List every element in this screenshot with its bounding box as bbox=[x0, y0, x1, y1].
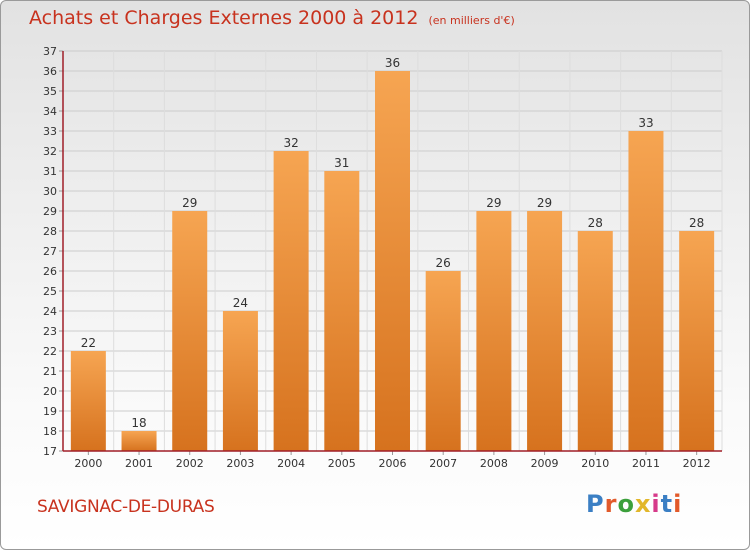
logo-letter: i bbox=[651, 490, 661, 518]
value-label: 18 bbox=[131, 416, 146, 430]
logo-letter: i bbox=[673, 490, 683, 518]
y-tick-label: 24 bbox=[43, 305, 57, 318]
x-tick-label: 2011 bbox=[632, 457, 660, 470]
chart-title-block: Achats et Charges Externes 2000 à 2012 (e… bbox=[29, 7, 515, 29]
value-label: 29 bbox=[537, 196, 552, 210]
value-label: 28 bbox=[588, 216, 603, 230]
value-label: 33 bbox=[638, 116, 653, 130]
value-label: 22 bbox=[81, 336, 96, 350]
y-tick-label: 32 bbox=[43, 145, 57, 158]
location-label: SAVIGNAC-DE-DURAS bbox=[37, 497, 215, 517]
logo-letter: x bbox=[634, 490, 652, 518]
y-tick-label: 33 bbox=[43, 125, 57, 138]
bar-2005 bbox=[324, 171, 360, 451]
y-tick-label: 28 bbox=[43, 225, 57, 238]
y-tick-label: 35 bbox=[43, 85, 57, 98]
y-tick-label: 25 bbox=[43, 285, 57, 298]
value-label: 31 bbox=[334, 156, 349, 170]
y-tick-label: 31 bbox=[43, 165, 57, 178]
x-tick-label: 2008 bbox=[480, 457, 508, 470]
bar-2007 bbox=[425, 271, 461, 451]
bar-2001 bbox=[121, 431, 157, 451]
bar-2012 bbox=[679, 231, 715, 451]
value-label: 29 bbox=[486, 196, 501, 210]
value-label: 26 bbox=[436, 256, 451, 270]
axis-layer: 17 18 19 20 21 22 23 24 25 26 27 28 29 30 31 32 33 34 35 36… bbox=[43, 45, 722, 470]
x-tick-label: 2009 bbox=[531, 457, 559, 470]
y-tick-label: 26 bbox=[43, 265, 57, 278]
y-tick-label: 29 bbox=[43, 205, 57, 218]
bar-2003 bbox=[222, 311, 258, 451]
bar-2006 bbox=[375, 71, 410, 451]
y-tick-label: 37 bbox=[43, 45, 57, 58]
x-tick-label: 2005 bbox=[328, 457, 356, 470]
y-tick-label: 23 bbox=[43, 325, 57, 338]
x-tick-label: 2002 bbox=[176, 457, 204, 470]
y-tick-label: 20 bbox=[43, 385, 57, 398]
proxiti-logo: Proxiti bbox=[586, 490, 682, 518]
value-label: 36 bbox=[385, 56, 400, 70]
x-tick-label: 2006 bbox=[379, 457, 407, 470]
x-tick-label: 2003 bbox=[226, 457, 254, 470]
value-label: 28 bbox=[689, 216, 704, 230]
logo-letter: P bbox=[586, 490, 605, 518]
x-tick-label: 2007 bbox=[429, 457, 457, 470]
chart-title: Achats et Charges Externes 2000 à 2012 bbox=[29, 7, 419, 29]
bar-2011 bbox=[628, 131, 664, 451]
y-tick-label: 34 bbox=[43, 105, 57, 118]
bar-2009 bbox=[527, 211, 563, 451]
chart-subtitle: (en milliers d'€) bbox=[428, 14, 515, 27]
bar-2000 bbox=[70, 351, 106, 451]
y-tick-label: 18 bbox=[43, 425, 57, 438]
bar-2004 bbox=[273, 151, 309, 451]
y-tick-label: 19 bbox=[43, 405, 57, 418]
value-label: 24 bbox=[233, 296, 248, 310]
value-label: 29 bbox=[182, 196, 197, 210]
logo-letter: r bbox=[604, 490, 618, 518]
x-tick-label: 2004 bbox=[277, 457, 305, 470]
x-tick-label: 2012 bbox=[683, 457, 711, 470]
y-tick-label: 17 bbox=[43, 445, 57, 458]
logo-letter: o bbox=[617, 490, 635, 518]
logo-letter: t bbox=[660, 490, 674, 518]
bar-2008 bbox=[476, 211, 512, 451]
bar-2010 bbox=[577, 231, 613, 451]
bar-2002 bbox=[172, 211, 208, 451]
x-tick-label: 2010 bbox=[581, 457, 609, 470]
y-tick-label: 30 bbox=[43, 185, 57, 198]
y-tick-label: 22 bbox=[43, 345, 57, 358]
bar-layer: 22 18 29 24 32 31 36 26 29 29 28 33 28 bbox=[70, 56, 715, 451]
x-tick-label: 2000 bbox=[74, 457, 102, 470]
y-tick-label: 27 bbox=[43, 245, 57, 258]
y-tick-label: 36 bbox=[43, 65, 57, 78]
y-tick-label: 21 bbox=[43, 365, 57, 378]
x-tick-label: 2001 bbox=[125, 457, 153, 470]
value-label: 32 bbox=[283, 136, 298, 150]
